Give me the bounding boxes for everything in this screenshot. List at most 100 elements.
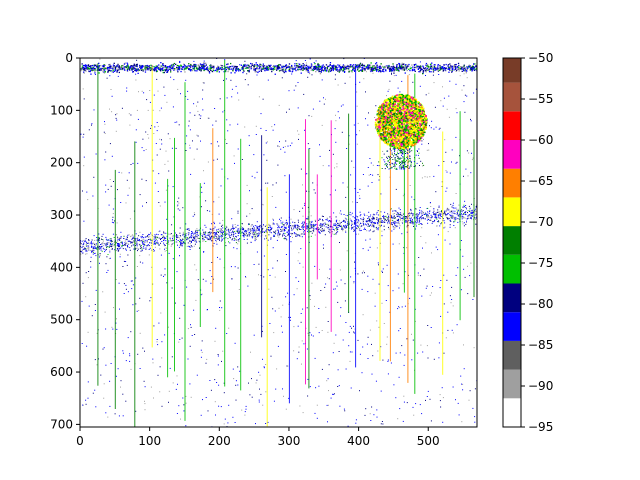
echo-sample xyxy=(246,215,248,217)
echo-sample xyxy=(234,237,236,239)
echo-sample xyxy=(90,266,92,268)
echo-sample xyxy=(350,276,352,278)
echo-sample xyxy=(106,256,108,258)
echo-sample xyxy=(340,105,342,107)
echo-sample xyxy=(122,266,124,267)
echo-sample xyxy=(285,67,287,69)
echo-sample xyxy=(363,224,365,226)
echo-sample xyxy=(191,231,193,232)
echo-sample xyxy=(354,328,356,330)
echo-sample xyxy=(142,138,144,140)
echo-sample xyxy=(445,337,447,339)
echo-sample xyxy=(277,227,279,229)
echo-sample xyxy=(224,138,226,140)
echo-sample xyxy=(328,230,330,232)
echo-sample xyxy=(340,67,342,69)
echo-sample xyxy=(376,320,378,322)
echo-sample xyxy=(321,79,323,81)
echo-sample xyxy=(213,242,215,244)
echo-sample xyxy=(346,65,349,67)
echo-sample xyxy=(136,245,138,247)
echo-sample xyxy=(278,234,280,236)
echo-sample xyxy=(123,244,125,246)
echo-sample xyxy=(137,68,139,70)
echo-sample xyxy=(257,235,259,237)
echo-sample xyxy=(333,288,335,290)
echo-sample xyxy=(188,65,190,68)
echo-sample xyxy=(192,67,195,70)
echo-sample xyxy=(189,112,191,114)
echo-sample xyxy=(294,65,296,67)
echo-sample xyxy=(217,237,219,239)
echo-sample xyxy=(219,230,221,232)
echo-sample xyxy=(433,210,435,212)
echo-sample xyxy=(255,125,257,127)
echo-sample xyxy=(105,151,107,153)
echo-sample xyxy=(198,114,200,116)
echo-sample xyxy=(376,211,378,213)
echo-sample xyxy=(183,234,185,236)
echo-sample xyxy=(265,182,267,184)
echo-sample xyxy=(149,242,151,244)
echo-sample xyxy=(134,242,136,244)
echo-sample xyxy=(176,64,178,67)
echo-sample xyxy=(94,69,96,71)
echo-sample xyxy=(119,244,121,246)
echo-sample xyxy=(387,220,389,222)
echo-sample xyxy=(375,68,377,70)
echo-sample xyxy=(228,230,230,232)
echo-sample xyxy=(324,67,327,69)
echo-sample xyxy=(338,385,340,387)
echo-sample xyxy=(331,65,333,68)
echo-sample xyxy=(144,386,146,388)
echo-sample xyxy=(145,248,147,250)
echo-sample xyxy=(292,68,294,70)
echo-sample xyxy=(83,156,85,158)
echo-sample xyxy=(471,203,472,205)
echo-sample xyxy=(369,238,371,240)
echo-sample xyxy=(353,226,355,228)
echo-sample xyxy=(292,225,294,226)
echo-sample xyxy=(433,67,435,69)
echo-sample xyxy=(143,241,145,243)
echo-sample xyxy=(430,66,432,68)
echo-sample xyxy=(471,67,474,69)
echo-sample xyxy=(449,220,451,221)
echo-sample xyxy=(319,144,320,146)
echo-sample xyxy=(386,156,387,158)
echo-sample xyxy=(106,247,108,249)
echo-sample xyxy=(268,227,270,229)
echo-sample xyxy=(397,418,399,420)
echo-sample xyxy=(398,221,400,223)
echo-sample xyxy=(353,166,355,168)
echo-sample xyxy=(269,323,271,324)
echo-sample xyxy=(117,244,119,246)
echo-sample xyxy=(453,225,455,226)
echo-sample xyxy=(319,155,321,157)
echo-sample xyxy=(249,229,251,231)
echo-sample xyxy=(129,355,131,357)
echo-sample xyxy=(155,65,157,67)
echo-sample xyxy=(109,251,111,253)
echo-sample xyxy=(305,65,307,67)
echo-sample xyxy=(90,65,92,67)
echo-sample xyxy=(176,205,178,207)
echo-sample xyxy=(98,72,100,74)
echo-sample xyxy=(254,229,256,231)
echo-sample xyxy=(118,244,120,246)
echo-sample xyxy=(119,256,121,258)
echo-sample xyxy=(312,230,314,232)
echo-sample xyxy=(168,401,169,403)
echo-sample xyxy=(439,214,441,216)
echo-sample xyxy=(376,66,379,68)
echo-sample xyxy=(259,67,261,69)
echo-sample xyxy=(123,69,126,71)
echo-sample xyxy=(288,397,290,399)
echo-sample xyxy=(268,229,270,231)
echo-sample xyxy=(196,236,198,238)
echo-sample xyxy=(183,67,186,69)
echo-sample xyxy=(358,66,360,69)
echo-sample xyxy=(318,69,320,71)
echo-sample xyxy=(461,67,463,70)
echo-sample xyxy=(415,67,418,69)
